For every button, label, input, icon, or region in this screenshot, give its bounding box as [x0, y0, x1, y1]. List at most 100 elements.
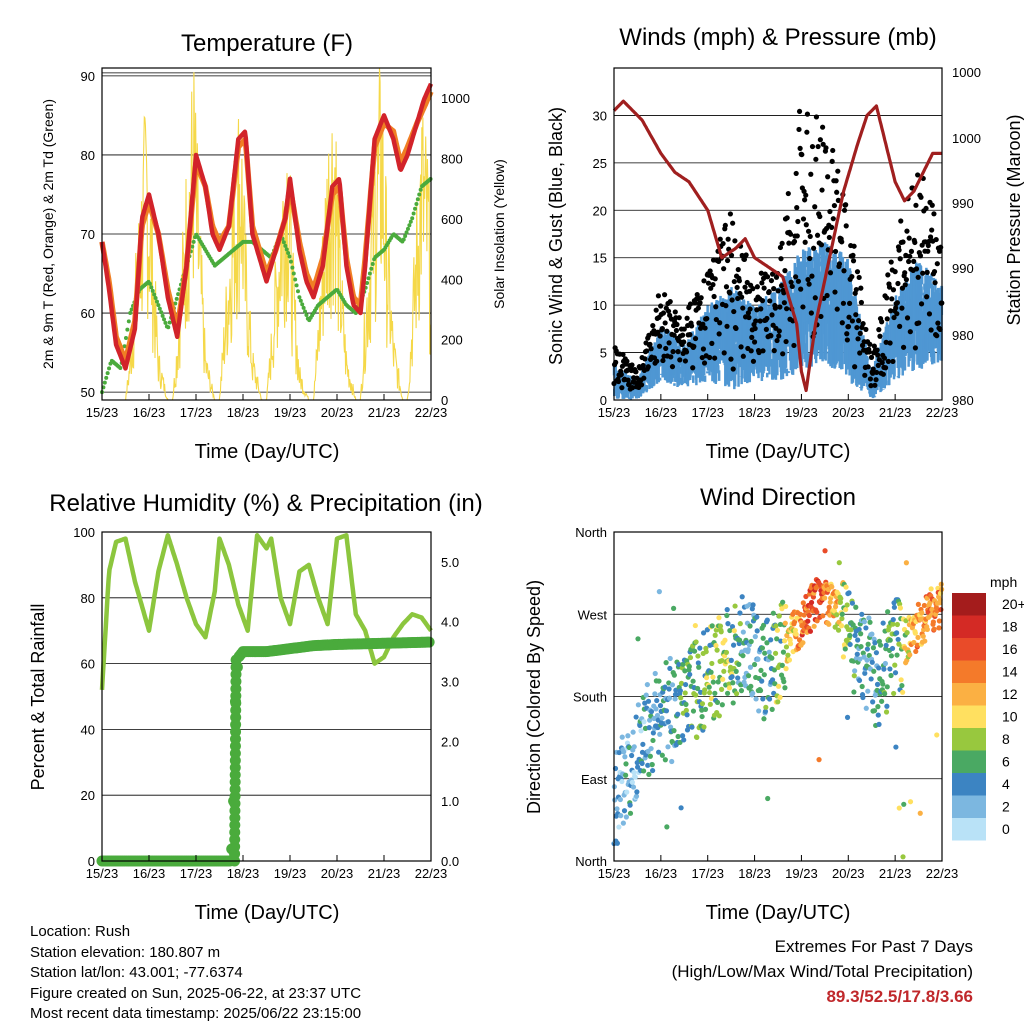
- gust-point: [618, 371, 624, 378]
- gust-point: [870, 366, 876, 372]
- gust-point: [712, 276, 718, 282]
- direction-point: [760, 622, 767, 628]
- direction-ytick-label: North: [575, 854, 607, 869]
- direction-point: [713, 642, 719, 649]
- direction-xtick-label: 18/23: [738, 866, 771, 881]
- gust-point: [676, 315, 682, 321]
- direction-point: [904, 630, 910, 636]
- gust-point: [681, 326, 687, 332]
- direction-point: [924, 626, 930, 632]
- dewpoint-point: [283, 243, 288, 248]
- gust-point: [907, 253, 913, 259]
- gust-point: [669, 364, 676, 370]
- direction-point: [801, 612, 807, 618]
- direction-point: [871, 668, 877, 674]
- gust-point: [890, 358, 896, 365]
- gust-point: [712, 355, 718, 361]
- dewpoint-point: [288, 259, 293, 264]
- dewpoint-point: [407, 223, 412, 228]
- gust-point: [900, 239, 906, 245]
- direction-point: [894, 630, 900, 636]
- direction-point: [876, 665, 882, 671]
- gust-point: [660, 357, 666, 364]
- gust-point: [928, 327, 934, 333]
- gust-point: [823, 145, 829, 151]
- gust-point: [706, 354, 713, 361]
- dewpoint-point: [152, 292, 157, 297]
- gust-point: [620, 351, 626, 358]
- gust-point: [857, 350, 863, 356]
- gust-point: [794, 205, 800, 211]
- direction-point: [888, 653, 894, 659]
- winds-xlabel: Time (Day/UTC): [706, 441, 851, 463]
- direction-point: [810, 594, 817, 600]
- dewpoint-point: [417, 192, 422, 197]
- direction-point: [644, 681, 650, 688]
- gust-point: [662, 320, 668, 326]
- direction-point: [777, 694, 783, 700]
- direction-point: [630, 729, 636, 735]
- dewpoint-point: [159, 310, 164, 315]
- gust-point: [793, 274, 799, 280]
- humidity-plot-area: [96, 531, 435, 867]
- direction-point: [761, 716, 767, 722]
- humidity-ytick-label: 60: [81, 657, 95, 672]
- direction-point: [851, 673, 857, 679]
- direction-point: [695, 660, 701, 666]
- winds-axes: 15/23 16/23 17/23 18/23 19/23 20/23 21/23 22/23…: [593, 65, 981, 420]
- gust-point: [716, 331, 722, 337]
- direction-point: [619, 778, 625, 785]
- legend-title: mph: [990, 574, 1017, 590]
- direction-point: [807, 628, 814, 634]
- gust-point: [807, 233, 813, 240]
- gust-point: [812, 204, 818, 210]
- direction-point: [894, 652, 900, 658]
- direction-point: [884, 684, 890, 690]
- gust-point: [640, 362, 646, 369]
- gust-point: [809, 143, 816, 150]
- gust-point: [664, 328, 670, 334]
- direction-point: [656, 678, 662, 684]
- direction-point: [684, 712, 690, 718]
- gust-point: [759, 280, 765, 286]
- pressure-ytick-label: 980: [952, 393, 974, 408]
- gust-point: [926, 311, 933, 317]
- gust-point: [783, 338, 789, 345]
- direction-point: [716, 615, 722, 621]
- gust-point: [735, 266, 741, 273]
- direction-point: [663, 708, 670, 714]
- direction-point: [641, 768, 647, 774]
- direction-point: [662, 684, 668, 690]
- dewpoint-point: [291, 271, 296, 276]
- direction-point: [846, 590, 852, 596]
- direction-point: [665, 719, 671, 725]
- gust-point: [805, 228, 812, 234]
- gust-point: [896, 247, 902, 253]
- direction-point: [868, 676, 874, 682]
- precip-ytick-label: 3.0: [441, 675, 459, 690]
- direction-point: [640, 741, 646, 747]
- direction-point: [678, 695, 684, 701]
- gust-point: [904, 228, 910, 234]
- direction-point: [755, 656, 761, 662]
- gust-point: [732, 238, 738, 244]
- gust-point: [931, 268, 938, 275]
- gust-point: [634, 375, 640, 381]
- gust-point: [742, 284, 748, 290]
- legend-label: 8: [1002, 731, 1010, 747]
- direction-point: [737, 610, 743, 616]
- direction-point: [729, 674, 735, 680]
- gust-point: [804, 129, 810, 135]
- gust-point: [850, 252, 856, 258]
- gust-point: [876, 327, 882, 333]
- direction-point: [708, 669, 714, 675]
- gust-point: [835, 197, 841, 203]
- winds-xtick-label: 21/23: [879, 405, 912, 420]
- direction-point: [890, 621, 896, 627]
- gust-point: [656, 343, 663, 349]
- direction-point: [871, 708, 878, 714]
- direction-point: [629, 779, 635, 785]
- direction-point: [745, 673, 752, 679]
- gust-point: [707, 268, 713, 274]
- direction-xtick-label: 22/23: [926, 866, 959, 881]
